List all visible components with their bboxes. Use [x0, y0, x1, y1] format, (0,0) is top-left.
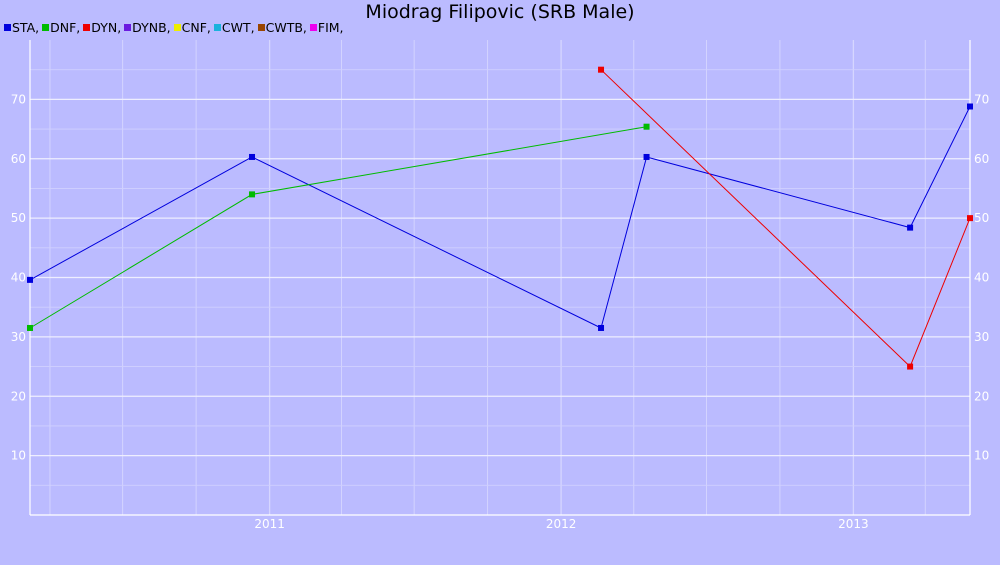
legend-item: FIM,: [309, 20, 344, 35]
x-tick-label: 2013: [838, 517, 869, 531]
legend: STA, DNF, DYN, DYNB, CNF, CWT, CWTB, FIM,: [4, 20, 347, 35]
data-point-sta: [967, 103, 973, 110]
data-point-dnf: [27, 324, 33, 331]
y-tick-label-left: 40: [11, 271, 26, 285]
data-point-sta: [249, 153, 256, 160]
legend-item: CWT,: [213, 20, 255, 35]
legend-swatch: [213, 24, 221, 31]
data-point-dnf: [249, 191, 256, 198]
legend-swatch: [173, 24, 181, 31]
y-tick-label-left: 60: [11, 152, 26, 166]
legend-item: DYNB,: [124, 20, 171, 35]
legend-label: DYNB,: [132, 20, 171, 35]
legend-item: CWTB,: [257, 20, 307, 35]
legend-label: DNF,: [50, 20, 81, 35]
y-tick-label-left: 50: [11, 211, 26, 225]
legend-label: STA,: [12, 20, 40, 35]
data-point-sta: [907, 224, 914, 231]
x-tick-label: 2012: [546, 517, 577, 531]
data-point-dyn: [967, 215, 973, 222]
data-point-sta: [598, 324, 605, 331]
y-tick-label-left: 30: [11, 330, 26, 344]
chart-title: Miodrag Filipovic (SRB Male): [365, 1, 635, 23]
y-tick-label-right: 10: [974, 449, 989, 463]
legend-swatch: [257, 24, 265, 31]
legend-label: DYN,: [91, 20, 122, 35]
y-tick-label-left: 70: [11, 92, 26, 106]
y-tick-label-right: 20: [974, 389, 989, 403]
legend-swatch: [42, 24, 50, 31]
data-point-sta: [27, 276, 33, 283]
data-point-dyn: [598, 66, 605, 73]
legend-label: FIM,: [317, 20, 344, 35]
data-point-sta: [643, 153, 650, 160]
legend-item: DYN,: [83, 20, 121, 35]
legend-swatch: [124, 24, 132, 31]
legend-swatch: [4, 24, 11, 31]
legend-label: CNF,: [181, 20, 211, 35]
legend-item: STA,: [4, 20, 39, 35]
x-tick-label: 2011: [254, 517, 285, 531]
y-tick-label-right: 70: [974, 92, 989, 106]
y-tick-label-right: 40: [974, 271, 989, 285]
legend-swatch: [83, 24, 91, 31]
legend-label: CWT,: [221, 20, 255, 35]
y-tick-label-left: 20: [11, 389, 26, 403]
data-point-dyn: [907, 363, 914, 370]
legend-swatch: [309, 24, 317, 31]
y-tick-label-left: 10: [11, 449, 26, 463]
legend-item: DNF,: [42, 20, 80, 35]
legend-label: CWTB,: [265, 20, 307, 35]
data-point-dnf: [643, 123, 650, 130]
y-tick-label-right: 60: [974, 152, 989, 166]
series-line-sta: [29, 106, 971, 329]
y-tick-label-right: 50: [974, 211, 989, 225]
y-tick-label-right: 30: [974, 330, 989, 344]
legend-item: CNF,: [173, 20, 211, 35]
